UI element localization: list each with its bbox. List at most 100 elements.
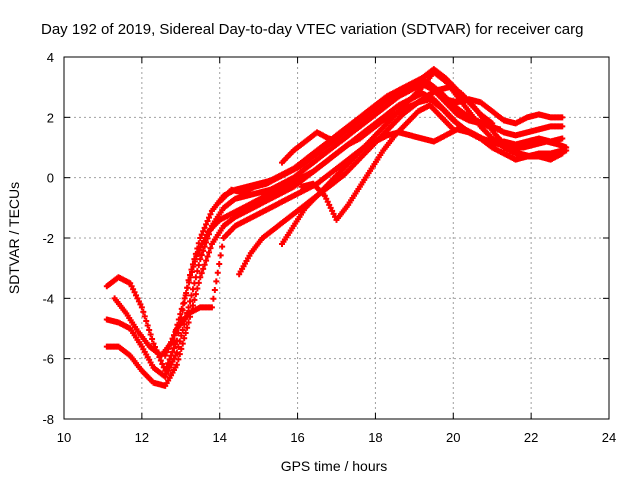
data-point-marker bbox=[188, 292, 195, 299]
data-point-marker bbox=[195, 279, 202, 286]
data-point-marker bbox=[175, 356, 182, 363]
data-point-marker bbox=[146, 327, 153, 334]
data-point-marker bbox=[200, 265, 207, 272]
data-point-marker bbox=[197, 274, 204, 281]
data-point-marker bbox=[179, 327, 186, 334]
data-point-marker bbox=[163, 349, 170, 356]
y-tick-label: -8 bbox=[42, 412, 54, 427]
data-point-marker bbox=[137, 301, 144, 308]
data-point-marker bbox=[166, 342, 173, 349]
data-point-marker bbox=[168, 339, 175, 346]
data-point-marker bbox=[178, 345, 185, 352]
data-point-marker bbox=[497, 126, 503, 133]
data-point-marker bbox=[130, 286, 137, 293]
data-point-marker bbox=[203, 257, 210, 264]
data-point-marker bbox=[150, 340, 157, 347]
data-point-marker bbox=[197, 244, 204, 251]
data-point-marker bbox=[183, 290, 190, 297]
data-point-marker bbox=[214, 269, 221, 276]
data-point-marker bbox=[213, 278, 220, 285]
data-point-marker bbox=[203, 221, 210, 228]
data-point-marker bbox=[159, 360, 166, 367]
data-point-marker bbox=[206, 249, 213, 256]
data-point-marker bbox=[559, 150, 566, 157]
series-track-10 bbox=[216, 78, 503, 205]
data-point-marker bbox=[200, 238, 207, 245]
y-tick-label: 0 bbox=[47, 171, 54, 186]
data-point-marker bbox=[144, 322, 151, 329]
data-point-marker bbox=[172, 352, 179, 359]
data-point-marker bbox=[143, 317, 150, 324]
data-point-marker bbox=[191, 296, 198, 303]
x-tick-label: 14 bbox=[212, 430, 226, 445]
data-point-marker bbox=[207, 245, 214, 252]
data-point-marker bbox=[184, 324, 191, 331]
data-point-marker bbox=[323, 195, 330, 202]
series-track-1 bbox=[103, 75, 566, 374]
axis-ticks bbox=[63, 56, 610, 420]
data-point-marker bbox=[324, 198, 331, 205]
data-point-marker bbox=[181, 335, 188, 342]
data-point-marker bbox=[208, 304, 215, 311]
data-point-marker bbox=[186, 279, 193, 286]
data-point-marker bbox=[172, 328, 179, 335]
data-point-marker bbox=[204, 253, 211, 260]
data-point-marker bbox=[185, 304, 192, 311]
data-point-marker bbox=[179, 340, 186, 347]
data-point-marker bbox=[135, 298, 142, 305]
data-point-marker bbox=[559, 123, 566, 130]
y-tick-label: 4 bbox=[47, 50, 54, 65]
series-track-9 bbox=[298, 102, 457, 223]
data-point-marker bbox=[149, 336, 156, 343]
x-tick-label: 10 bbox=[57, 430, 71, 445]
data-markers bbox=[103, 66, 570, 389]
data-point-marker bbox=[128, 283, 135, 290]
x-tick-label: 18 bbox=[368, 430, 382, 445]
data-point-marker bbox=[203, 231, 210, 238]
x-tick-label: 16 bbox=[290, 430, 304, 445]
data-point-marker bbox=[175, 316, 182, 323]
data-point-marker bbox=[181, 295, 188, 302]
data-point-marker bbox=[187, 274, 194, 281]
data-point-marker bbox=[210, 295, 217, 302]
data-point-marker bbox=[134, 295, 141, 302]
data-point-marker bbox=[189, 302, 196, 309]
data-point-marker bbox=[198, 270, 205, 277]
data-point-marker bbox=[207, 211, 214, 218]
data-point-marker bbox=[199, 241, 206, 248]
data-point-marker bbox=[559, 135, 566, 142]
data-point-marker bbox=[166, 364, 173, 371]
data-point-marker bbox=[196, 247, 203, 254]
data-point-marker bbox=[170, 345, 177, 352]
data-point-marker bbox=[176, 351, 183, 358]
data-point-marker bbox=[321, 192, 328, 199]
x-tick-labels: 10 12 14 16 18 20 22 24 bbox=[57, 430, 616, 445]
data-point-marker bbox=[217, 252, 224, 259]
data-point-marker bbox=[147, 331, 154, 338]
data-point-marker bbox=[198, 251, 205, 258]
series-track-7 bbox=[279, 69, 566, 248]
data-point-marker bbox=[326, 201, 333, 208]
data-point-marker bbox=[177, 311, 184, 318]
data-point-marker bbox=[178, 305, 185, 312]
data-point-marker bbox=[163, 370, 170, 377]
series-track-4 bbox=[111, 96, 570, 359]
data-point-marker bbox=[216, 261, 223, 268]
data-point-marker bbox=[188, 268, 195, 275]
data-point-marker bbox=[219, 243, 226, 250]
data-point-marker bbox=[168, 361, 175, 368]
x-tick-label: 12 bbox=[135, 430, 149, 445]
data-point-marker bbox=[182, 330, 189, 337]
data-point-marker bbox=[162, 373, 169, 380]
data-point-marker bbox=[559, 114, 566, 121]
data-point-marker bbox=[194, 268, 201, 275]
data-point-marker bbox=[138, 304, 145, 311]
data-point-marker bbox=[194, 285, 201, 292]
data-point-marker bbox=[187, 298, 194, 305]
data-point-marker bbox=[211, 287, 218, 294]
data-point-marker bbox=[141, 313, 148, 320]
data-point-marker bbox=[194, 250, 201, 257]
y-tick-label: 2 bbox=[47, 110, 54, 125]
chart-title: Day 192 of 2019, Sidereal Day-to-day VTE… bbox=[41, 21, 583, 38]
